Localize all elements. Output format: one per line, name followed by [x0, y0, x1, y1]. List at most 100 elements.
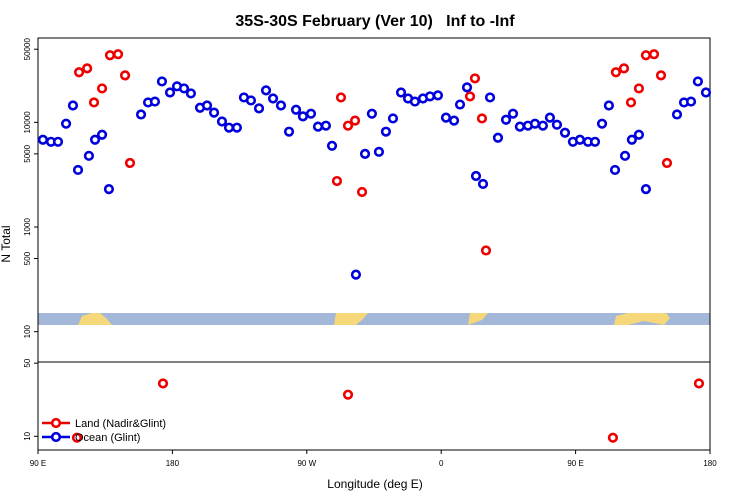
legend-label: Land (Nadir&Glint)	[75, 418, 166, 430]
point	[424, 91, 436, 102]
point	[157, 378, 169, 389]
point	[480, 245, 492, 256]
point	[350, 269, 362, 280]
point	[484, 92, 496, 103]
point	[135, 109, 147, 120]
point	[335, 92, 347, 103]
point	[297, 111, 309, 122]
point	[37, 134, 49, 145]
point	[529, 118, 541, 129]
point	[409, 96, 421, 107]
point	[342, 389, 354, 400]
point	[671, 109, 683, 120]
point	[661, 157, 673, 169]
point	[231, 122, 243, 133]
point	[82, 63, 93, 74]
point	[700, 87, 712, 98]
point	[619, 150, 631, 161]
point	[380, 126, 392, 137]
y-tick-label: 500	[23, 251, 32, 265]
point	[395, 87, 407, 98]
y-tick-label: 10000	[23, 111, 32, 134]
legend-marker	[50, 431, 62, 443]
y-tick-label: 50	[23, 358, 32, 367]
point	[432, 90, 444, 101]
point	[477, 178, 489, 190]
point	[544, 112, 556, 123]
y-axis-label: N Total	[0, 225, 13, 262]
point	[476, 113, 488, 124]
point	[648, 49, 660, 60]
point	[492, 132, 504, 143]
point	[640, 184, 652, 195]
point	[72, 164, 84, 176]
point	[559, 127, 571, 138]
point	[223, 122, 235, 133]
point	[67, 100, 79, 111]
point	[83, 150, 95, 161]
point	[96, 83, 108, 94]
point	[356, 186, 368, 198]
x-tick-label: 0	[439, 459, 444, 468]
point	[454, 99, 466, 110]
point	[440, 112, 452, 123]
point	[208, 107, 220, 118]
map-strip	[38, 313, 710, 325]
point	[625, 97, 637, 108]
point	[260, 85, 272, 96]
y-tick-label: 5000	[23, 144, 32, 162]
point	[514, 121, 525, 132]
point	[245, 95, 257, 106]
point	[267, 93, 279, 104]
point	[349, 115, 361, 126]
point	[149, 96, 161, 107]
point	[89, 134, 101, 145]
y-tick-label: 10	[23, 431, 32, 440]
point	[124, 157, 136, 169]
point	[164, 87, 176, 98]
point	[633, 83, 645, 94]
point	[693, 378, 705, 389]
point	[448, 115, 460, 126]
point	[589, 136, 601, 147]
point	[626, 134, 637, 145]
point	[178, 83, 190, 94]
point	[320, 120, 332, 131]
y-tick-label: 100	[23, 324, 32, 338]
point	[574, 134, 586, 145]
point	[607, 432, 619, 443]
point	[507, 108, 519, 119]
legend-marker	[50, 417, 62, 429]
point	[185, 88, 197, 99]
x-axis-label: Longitude (deg E)	[327, 477, 422, 491]
point	[52, 136, 64, 147]
y-tick-label: 50000	[23, 38, 32, 61]
point	[640, 50, 652, 61]
point	[551, 119, 563, 130]
point	[461, 82, 473, 93]
point	[275, 100, 287, 111]
point	[655, 70, 667, 81]
point	[366, 108, 378, 119]
point	[500, 114, 512, 125]
point	[596, 118, 608, 129]
point	[119, 70, 131, 81]
x-tick-label: 90 W	[297, 459, 316, 468]
point	[71, 432, 83, 443]
plot-frame	[37, 37, 711, 451]
point	[156, 76, 168, 87]
point	[331, 175, 343, 187]
point	[537, 120, 548, 131]
point	[312, 121, 324, 132]
point	[469, 73, 481, 84]
point	[342, 120, 354, 131]
point	[73, 67, 85, 78]
point	[88, 97, 100, 108]
point	[464, 91, 476, 102]
point	[103, 184, 115, 195]
point	[692, 76, 704, 87]
chart-title: 35S-30S February (Ver 10) Inf to -Inf	[235, 13, 515, 30]
point	[359, 148, 371, 159]
y-tick-label: 1000	[23, 218, 32, 236]
